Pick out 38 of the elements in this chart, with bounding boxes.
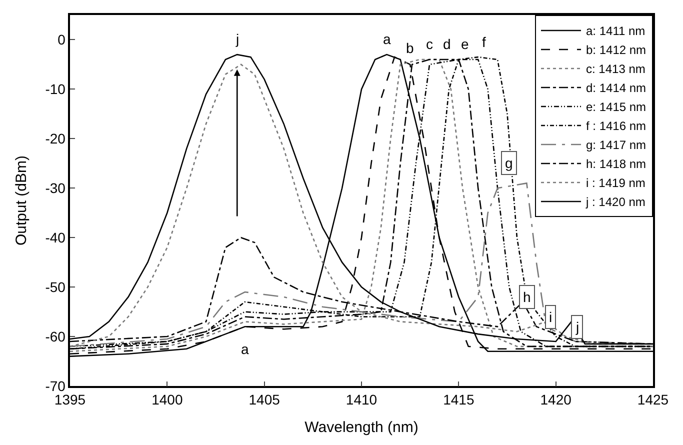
annotation: j (235, 31, 240, 47)
y-tick-label: -20 (45, 130, 66, 147)
legend-label: i : 1419 nm (586, 176, 646, 190)
y-axis-title: Output (dBm) (12, 155, 30, 246)
annotation: i (549, 309, 552, 325)
annotation: e (461, 36, 469, 52)
y-tick-label: 0 (58, 32, 66, 48)
y-tick-label: -50 (45, 278, 66, 295)
annotation: d (443, 36, 451, 52)
x-tick-label: 1400 (152, 392, 183, 408)
x-tick-label: 1415 (443, 392, 474, 408)
x-tick-label: 1425 (637, 392, 669, 408)
y-tick-label: -40 (45, 230, 66, 246)
legend-label: c: 1413 nm (586, 62, 646, 76)
legend-label: d: 1414 nm (586, 81, 646, 96)
annotation: c (426, 36, 433, 52)
annotation: j (575, 319, 580, 335)
x-tick-label: 1420 (540, 392, 572, 408)
x-axis-title: Wavelength (nm) (304, 419, 418, 436)
annotation: f (482, 34, 486, 50)
legend-label: h: 1418 nm (586, 157, 646, 172)
legend-label: b: 1412 nm (586, 43, 646, 58)
x-tick-label: 1405 (248, 392, 280, 408)
y-tick-label: -10 (45, 81, 66, 98)
y-tick-label: -70 (45, 378, 66, 394)
legend-label: a: 1411 nm (586, 24, 646, 38)
x-tick-label: 1395 (54, 392, 86, 408)
y-tick-label: -30 (45, 180, 66, 196)
legend-label: j : 1420 nm (585, 195, 646, 210)
legend-label: e: 1415 nm (586, 100, 646, 114)
legend-label: g: 1417 nm (586, 138, 646, 152)
annotation: g (505, 155, 513, 171)
x-tick-label: 1410 (346, 392, 378, 408)
annotation: b (406, 40, 414, 56)
annotation: a (241, 341, 249, 357)
annotation: a (383, 31, 391, 47)
legend-label: f : 1416 nm (586, 119, 646, 134)
y-tick-label: -60 (45, 328, 66, 344)
